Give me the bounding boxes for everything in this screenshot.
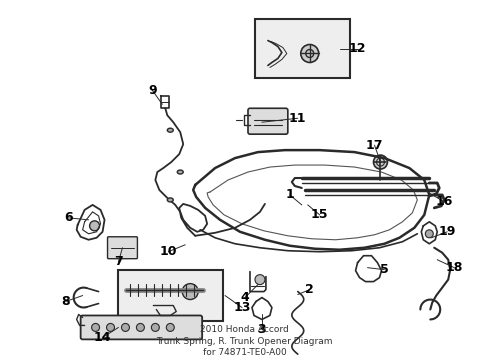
Text: 14: 14: [94, 331, 111, 344]
Text: 4: 4: [240, 291, 249, 304]
Ellipse shape: [167, 128, 173, 132]
FancyBboxPatch shape: [81, 315, 202, 339]
Ellipse shape: [167, 198, 173, 202]
Text: 11: 11: [288, 112, 306, 125]
Text: 10: 10: [159, 245, 177, 258]
Text: 18: 18: [445, 261, 462, 274]
Circle shape: [373, 155, 386, 169]
Text: 2010 Honda Accord
Trunk Spring, R. Trunk Opener Diagram
for 74871-TE0-A00: 2010 Honda Accord Trunk Spring, R. Trunk…: [156, 325, 332, 357]
Text: 7: 7: [114, 255, 122, 268]
Text: 1: 1: [285, 188, 294, 202]
Text: 15: 15: [310, 208, 328, 221]
Circle shape: [425, 230, 432, 238]
FancyBboxPatch shape: [118, 270, 223, 321]
Text: 16: 16: [435, 195, 452, 208]
FancyBboxPatch shape: [247, 108, 287, 134]
Ellipse shape: [177, 170, 183, 174]
Text: 13: 13: [233, 301, 250, 314]
Circle shape: [91, 323, 100, 332]
Text: 17: 17: [365, 139, 383, 152]
Text: 19: 19: [438, 225, 455, 238]
Circle shape: [300, 45, 318, 62]
Circle shape: [136, 323, 144, 332]
Circle shape: [106, 323, 114, 332]
Circle shape: [182, 284, 198, 300]
Text: 8: 8: [61, 295, 70, 308]
FancyBboxPatch shape: [254, 19, 349, 78]
Circle shape: [121, 323, 129, 332]
Circle shape: [166, 323, 174, 332]
Circle shape: [254, 275, 264, 285]
Text: 9: 9: [148, 84, 156, 97]
FancyBboxPatch shape: [107, 237, 137, 259]
Text: 3: 3: [257, 323, 265, 336]
Text: 2: 2: [305, 283, 313, 296]
Circle shape: [89, 221, 100, 231]
Text: 6: 6: [64, 211, 73, 224]
Text: 5: 5: [379, 263, 388, 276]
Text: 12: 12: [348, 42, 366, 55]
Circle shape: [151, 323, 159, 332]
